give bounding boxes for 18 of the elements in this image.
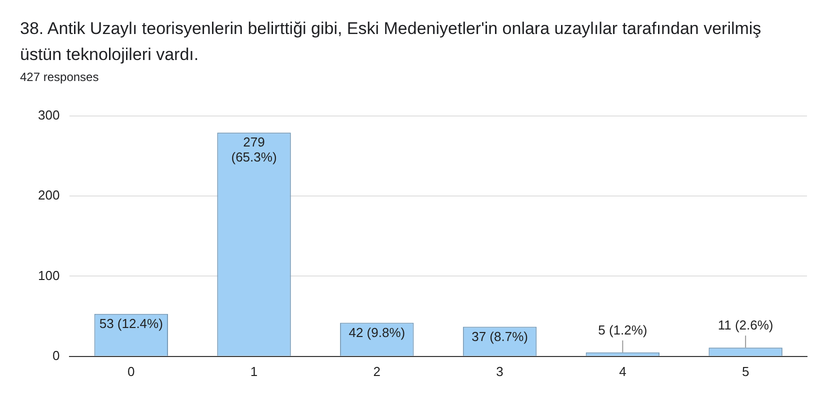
x-tick-label: 2 (373, 364, 381, 379)
y-tick-label: 0 (52, 348, 60, 363)
x-tick-label: 1 (250, 364, 258, 379)
x-tick-label: 0 (128, 364, 135, 379)
x-tick-label: 5 (742, 364, 750, 379)
data-label: 42 (9.8%) (348, 324, 406, 340)
y-tick-label: 100 (38, 268, 60, 283)
chart-subtitle: 427 responses (19, 69, 100, 84)
x-tick-label: 4 (619, 364, 626, 379)
x-tick-label: 3 (496, 364, 504, 379)
data-label: 37 (8.7%) (472, 328, 528, 344)
data-label: 53 (12.4%) (99, 316, 163, 331)
y-tick-label: 200 (38, 188, 60, 203)
y-tick-label: 300 (38, 107, 60, 122)
chart-title: 38. Antik Uzaylı teorisyenlerin belirttiği gibi, Eski Medeniyetler'in onlara uzaylılar tarafından verilmiş üstün teknolojileri vardı. (19, 18, 762, 66)
data-label: 279 (65.3%) (231, 134, 277, 165)
data-label: 11 (2.6%) (718, 318, 774, 333)
data-label: 5 (1.2%) (598, 322, 648, 338)
